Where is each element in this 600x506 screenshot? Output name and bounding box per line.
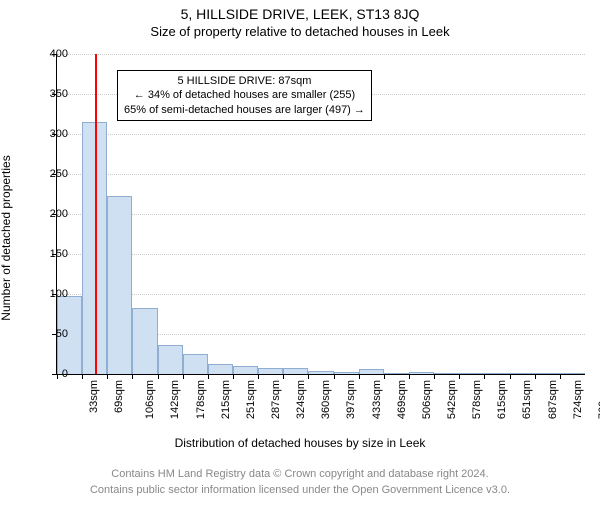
xtick-label: 33sqm (88, 380, 100, 413)
xtick-mark (158, 374, 159, 379)
chart-container: Number of detached properties 33sqm69sqm… (0, 48, 600, 428)
plot-area: 33sqm69sqm106sqm142sqm178sqm215sqm251sqm… (56, 54, 585, 375)
xtick-label: 324sqm (295, 380, 307, 419)
histogram-bar (183, 354, 208, 374)
xtick-mark (459, 374, 460, 379)
xtick-mark (132, 374, 133, 379)
ytick-label: 50 (38, 328, 68, 340)
xtick-mark (233, 374, 234, 379)
ytick-label: 350 (38, 88, 68, 100)
xtick-mark (560, 374, 561, 379)
ytick-label: 100 (38, 288, 68, 300)
histogram-bar (459, 373, 484, 374)
xtick-mark (208, 374, 209, 379)
x-axis-label: Distribution of detached houses by size … (0, 436, 600, 450)
grid-line (57, 54, 585, 55)
ytick-label: 300 (38, 128, 68, 140)
xtick-mark (258, 374, 259, 379)
histogram-bar (132, 308, 157, 374)
histogram-bar (359, 369, 384, 374)
xtick-label: 651sqm (522, 380, 534, 419)
histogram-bar (258, 368, 283, 374)
xtick-mark (359, 374, 360, 379)
chart-subtitle: Size of property relative to detached ho… (0, 24, 600, 39)
xtick-label: 615sqm (496, 380, 508, 419)
footer-line-1: Contains HM Land Registry data © Crown c… (0, 467, 600, 482)
xtick-mark (334, 374, 335, 379)
histogram-bar (434, 373, 459, 374)
histogram-bar (510, 373, 535, 374)
grid-line (57, 214, 585, 215)
xtick-mark (283, 374, 284, 379)
xtick-label: 687sqm (547, 380, 559, 419)
xtick-label: 178sqm (195, 380, 207, 419)
callout-line: 5 HILLSIDE DRIVE: 87sqm (124, 74, 365, 88)
ytick-label: 250 (38, 168, 68, 180)
xtick-label: 215sqm (220, 380, 232, 419)
xtick-label: 433sqm (371, 380, 383, 419)
callout-line: ← 34% of detached houses are smaller (25… (124, 88, 365, 102)
ytick-label: 0 (38, 368, 68, 380)
xtick-mark (484, 374, 485, 379)
xtick-mark (510, 374, 511, 379)
histogram-bar (208, 364, 233, 374)
histogram-bar (233, 366, 258, 374)
xtick-mark (82, 374, 83, 379)
histogram-bar (107, 196, 132, 374)
grid-line (57, 294, 585, 295)
xtick-label: 251sqm (245, 380, 257, 419)
histogram-bar (283, 368, 308, 374)
histogram-bar (535, 373, 560, 374)
xtick-mark (183, 374, 184, 379)
xtick-mark (308, 374, 309, 379)
ytick-label: 200 (38, 208, 68, 220)
histogram-bar (484, 373, 509, 374)
grid-line (57, 254, 585, 255)
histogram-bar (158, 345, 183, 374)
xtick-label: 542sqm (446, 380, 458, 419)
xtick-label: 106sqm (144, 380, 156, 419)
xtick-mark (409, 374, 410, 379)
footer: Contains HM Land Registry data © Crown c… (0, 467, 600, 498)
xtick-label: 69sqm (113, 380, 125, 413)
ytick-label: 400 (38, 48, 68, 60)
xtick-mark (434, 374, 435, 379)
histogram-bar (409, 372, 434, 374)
xtick-mark (107, 374, 108, 379)
footer-line-2: Contains public sector information licen… (0, 483, 600, 498)
xtick-label: 397sqm (346, 380, 358, 419)
histogram-bar (384, 373, 409, 374)
grid-line (57, 134, 585, 135)
xtick-label: 506sqm (421, 380, 433, 419)
ytick-label: 150 (38, 248, 68, 260)
xtick-label: 287sqm (270, 380, 282, 419)
histogram-bar (560, 373, 585, 374)
xtick-label: 578sqm (471, 380, 483, 419)
page-title: 5, HILLSIDE DRIVE, LEEK, ST13 8JQ (0, 6, 600, 22)
histogram-bar (308, 371, 333, 374)
histogram-bar (334, 372, 359, 374)
xtick-label: 724sqm (572, 380, 584, 419)
xtick-label: 360sqm (320, 380, 332, 419)
xtick-mark (535, 374, 536, 379)
xtick-mark (384, 374, 385, 379)
y-axis-label: Number of detached properties (0, 155, 13, 320)
callout-line: 65% of semi-detached houses are larger (… (124, 103, 365, 117)
xtick-label: 142sqm (170, 380, 182, 419)
xtick-label: 469sqm (396, 380, 408, 419)
property-marker-line (95, 54, 97, 374)
grid-line (57, 174, 585, 175)
callout-box: 5 HILLSIDE DRIVE: 87sqm← 34% of detached… (117, 70, 372, 121)
